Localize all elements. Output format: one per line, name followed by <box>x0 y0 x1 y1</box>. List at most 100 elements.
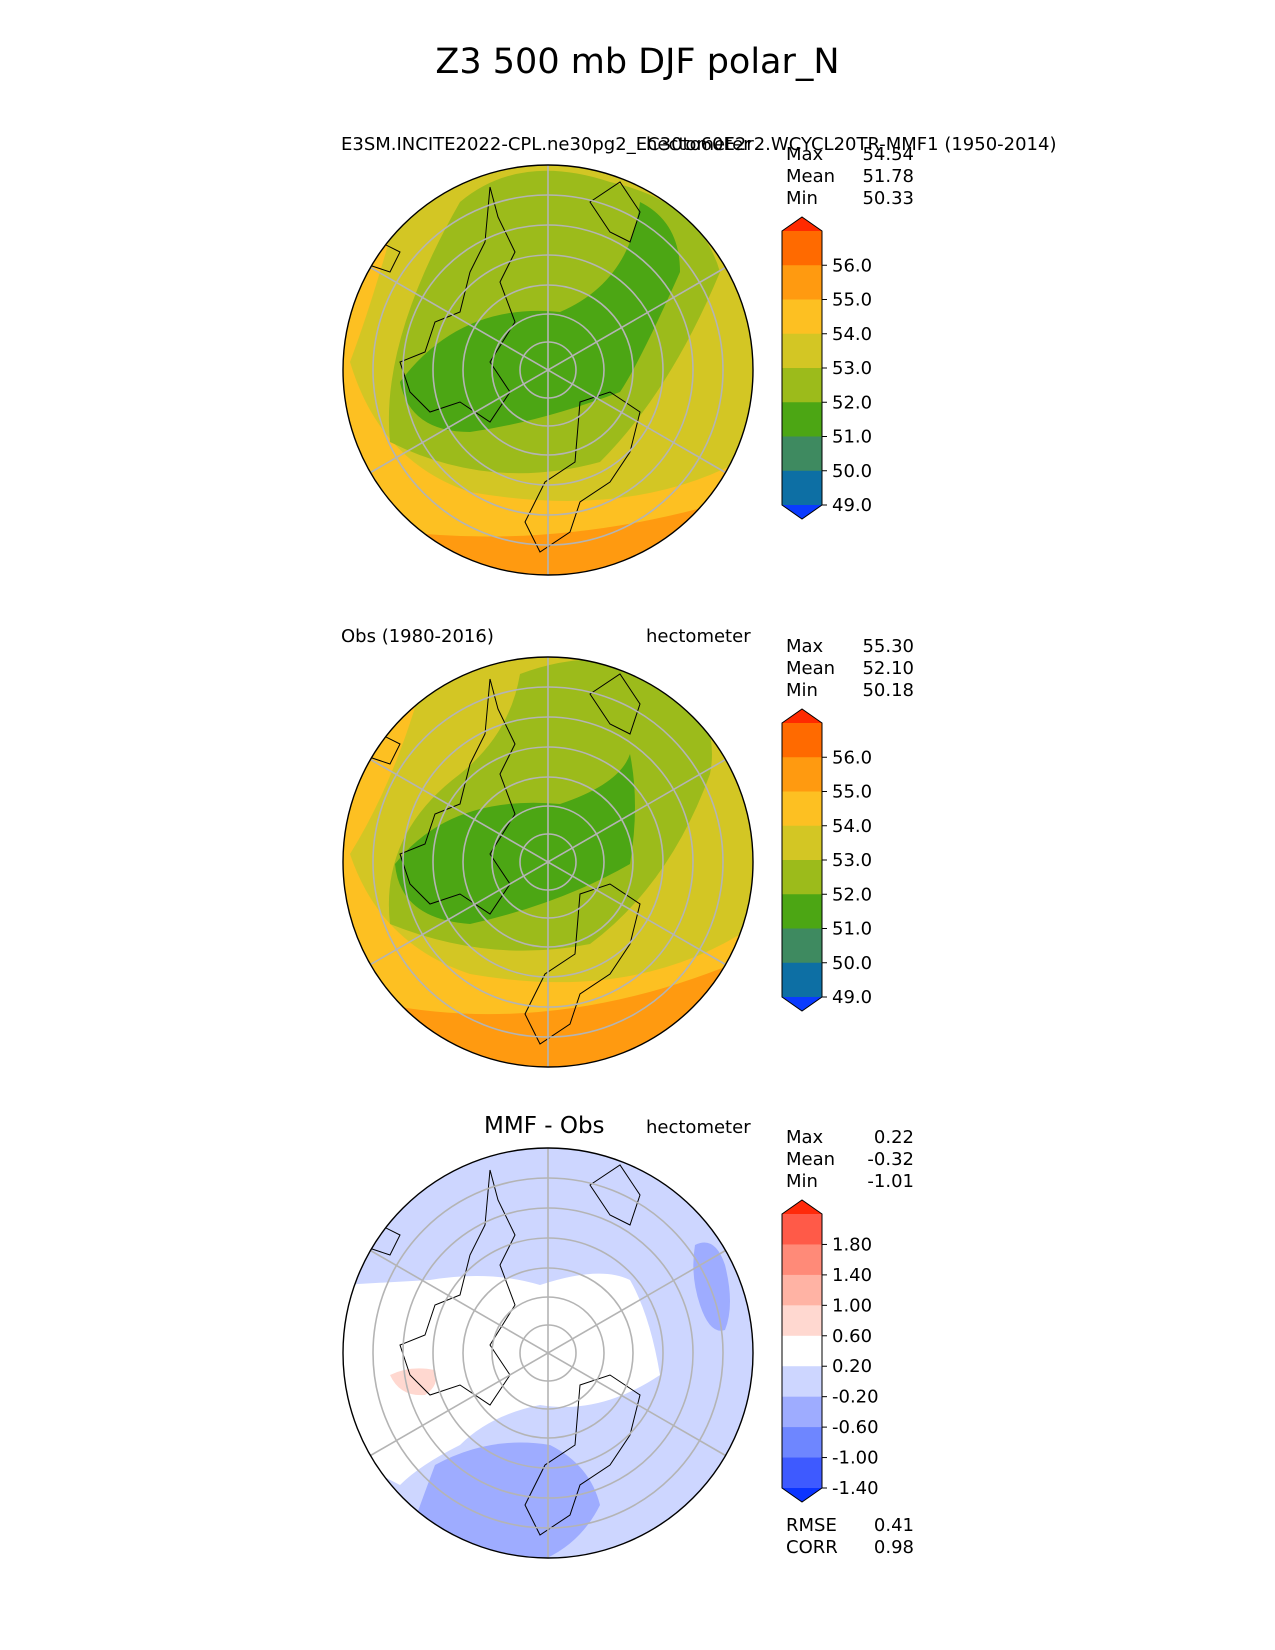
map-fill-green <box>400 202 680 432</box>
colorbar-tick-label: -0.60 <box>832 1417 879 1438</box>
colorbar-swatch <box>782 1457 822 1489</box>
colorbar-tick-label: 49.0 <box>832 987 872 1008</box>
colorbar-swatch <box>782 1396 822 1428</box>
colorbar-swatch <box>782 299 822 335</box>
stat-label: Min <box>786 1171 818 1192</box>
reference-polar-map <box>342 656 754 1068</box>
colorbar-swatch <box>782 436 822 472</box>
metric-label: RMSE <box>786 1515 837 1536</box>
stat-label: Min <box>786 188 818 209</box>
ref-panel-units-label: hectometer <box>646 626 751 647</box>
colorbar-swatch <box>782 1274 822 1306</box>
colorbar-swatch <box>782 402 822 437</box>
colorbar-swatches <box>781 1199 823 1503</box>
difference-colorbar: 1.80 1.40 1.00 0.60 0.20 -0.20 -0.60 -1.00 -1.40… <box>781 1199 879 1503</box>
map-fill-white <box>343 1273 660 1485</box>
stat-label: Max <box>786 636 824 657</box>
stat-value: 55.30 <box>862 636 914 657</box>
colorbar-swatch <box>782 231 822 266</box>
colorbar-tick-label: -1.00 <box>832 1448 879 1469</box>
map-fill-blue <box>400 1442 600 1558</box>
test-stats-block: Max 54.54 Mean 51.78 Min 50.33 <box>786 144 914 210</box>
test-panel-units-label: hectometer <box>646 134 751 155</box>
reference-colorbar: 56.055.054.053.052.051.050.049.048.0 <box>781 708 872 1012</box>
graticule <box>370 165 726 575</box>
ref-panel-left-label: Obs (1980-2016) <box>341 626 494 647</box>
stat-value: -1.01 <box>867 1171 914 1192</box>
test-polar-map <box>342 164 754 576</box>
colorbar-swatch <box>782 723 822 758</box>
colorbar-tick-label: 0.60 <box>832 1326 872 1347</box>
colorbar-extend-bottom <box>782 997 822 1011</box>
colorbar-swatches <box>781 708 823 1012</box>
colorbar-tick-label: 50.0 <box>832 953 872 974</box>
difference-polar-map <box>342 1147 754 1559</box>
colorbar-tick-label: 54.0 <box>832 324 872 345</box>
stat-value: -0.32 <box>867 1149 914 1170</box>
test-colorbar: 56.055.054.053.052.051.050.049.048.0 <box>781 216 872 520</box>
map-fill-green <box>395 754 635 924</box>
stat-value: 50.33 <box>862 188 914 209</box>
colorbar-swatch <box>782 333 822 369</box>
colorbar-swatch <box>782 368 822 403</box>
colorbar-swatch <box>782 962 822 998</box>
colorbar-swatch <box>782 1335 822 1367</box>
colorbar-tick-label: 56.0 <box>832 747 872 768</box>
colorbar-tick-label: 53.0 <box>832 850 872 871</box>
stat-label: Max <box>786 144 824 165</box>
metric-value: 0.41 <box>873 1515 914 1536</box>
stat-label: Mean <box>786 166 836 187</box>
stat-value: 51.78 <box>862 166 914 187</box>
stat-label: Min <box>786 680 818 701</box>
stat-label: Max <box>786 1127 824 1148</box>
metric-label: CORR <box>786 1537 838 1558</box>
coastlines <box>359 181 641 553</box>
colorbar-tick-label: 50.0 <box>832 461 872 482</box>
stat-label: Mean <box>786 658 836 679</box>
colorbar-tick-label: 51.0 <box>832 919 872 940</box>
colorbar-tick-label: 56.0 <box>832 255 872 276</box>
colorbar-swatch <box>782 1427 822 1459</box>
coastlines <box>359 673 641 1045</box>
colorbar-tick-label: 53.0 <box>832 358 872 379</box>
colorbar-ticks: 56.055.054.053.052.051.050.049.048.0 <box>822 747 872 1008</box>
stat-value: 54.54 <box>862 144 914 165</box>
figure-title: Z3 500 mb DJF polar_N <box>435 42 840 82</box>
colorbar-swatch <box>782 1366 822 1398</box>
colorbar-swatch <box>782 757 822 792</box>
colorbar-tick-label: -0.20 <box>832 1387 879 1408</box>
colorbar-tick-label: 1.00 <box>832 1295 872 1316</box>
colorbar-swatch <box>782 1305 822 1337</box>
map-boundary <box>342 1147 754 1559</box>
diff-stats-block: Max 0.22 Mean -0.32 Min -1.01 <box>786 1127 914 1193</box>
colorbar-extend-top <box>782 1200 822 1214</box>
diff-panel-title: MMF - Obs <box>484 1113 605 1139</box>
colorbar-ticks: 56.055.054.053.052.051.050.049.048.0 <box>822 255 872 516</box>
graticule <box>370 657 726 1067</box>
colorbar-extend-top <box>782 709 822 723</box>
colorbar-tick-label: 52.0 <box>832 884 872 905</box>
colorbar-tick-label: -1.40 <box>832 1478 879 1499</box>
colorbar-tick-label: 55.0 <box>832 290 872 311</box>
colorbar-swatch <box>782 928 822 964</box>
colorbar-tick-label: 1.80 <box>832 1234 872 1255</box>
stat-value: 0.22 <box>873 1127 914 1148</box>
colorbar-tick-label: 52.0 <box>832 392 872 413</box>
colorbar-swatch <box>782 860 822 895</box>
colorbar-swatch <box>782 470 822 506</box>
colorbar-swatch <box>782 265 822 300</box>
colorbar-tick-label: 0.20 <box>832 1356 872 1377</box>
colorbar-swatch <box>782 1244 822 1276</box>
colorbar-tick-label: 51.0 <box>832 427 872 448</box>
coastlines <box>359 1164 641 1536</box>
colorbar-extend-top <box>782 217 822 231</box>
colorbar-tick-label: 54.0 <box>832 816 872 837</box>
colorbar-swatch <box>782 825 822 861</box>
ref-stats-block: Max 55.30 Mean 52.10 Min 50.18 <box>786 636 914 702</box>
map-boundary <box>342 164 754 576</box>
stat-label: Mean <box>786 1149 836 1170</box>
colorbar-swatch <box>782 1214 822 1245</box>
colorbar-tick-label: 55.0 <box>832 782 872 803</box>
colorbar-tick-label: 49.0 <box>832 495 872 516</box>
graticule <box>370 1148 726 1558</box>
